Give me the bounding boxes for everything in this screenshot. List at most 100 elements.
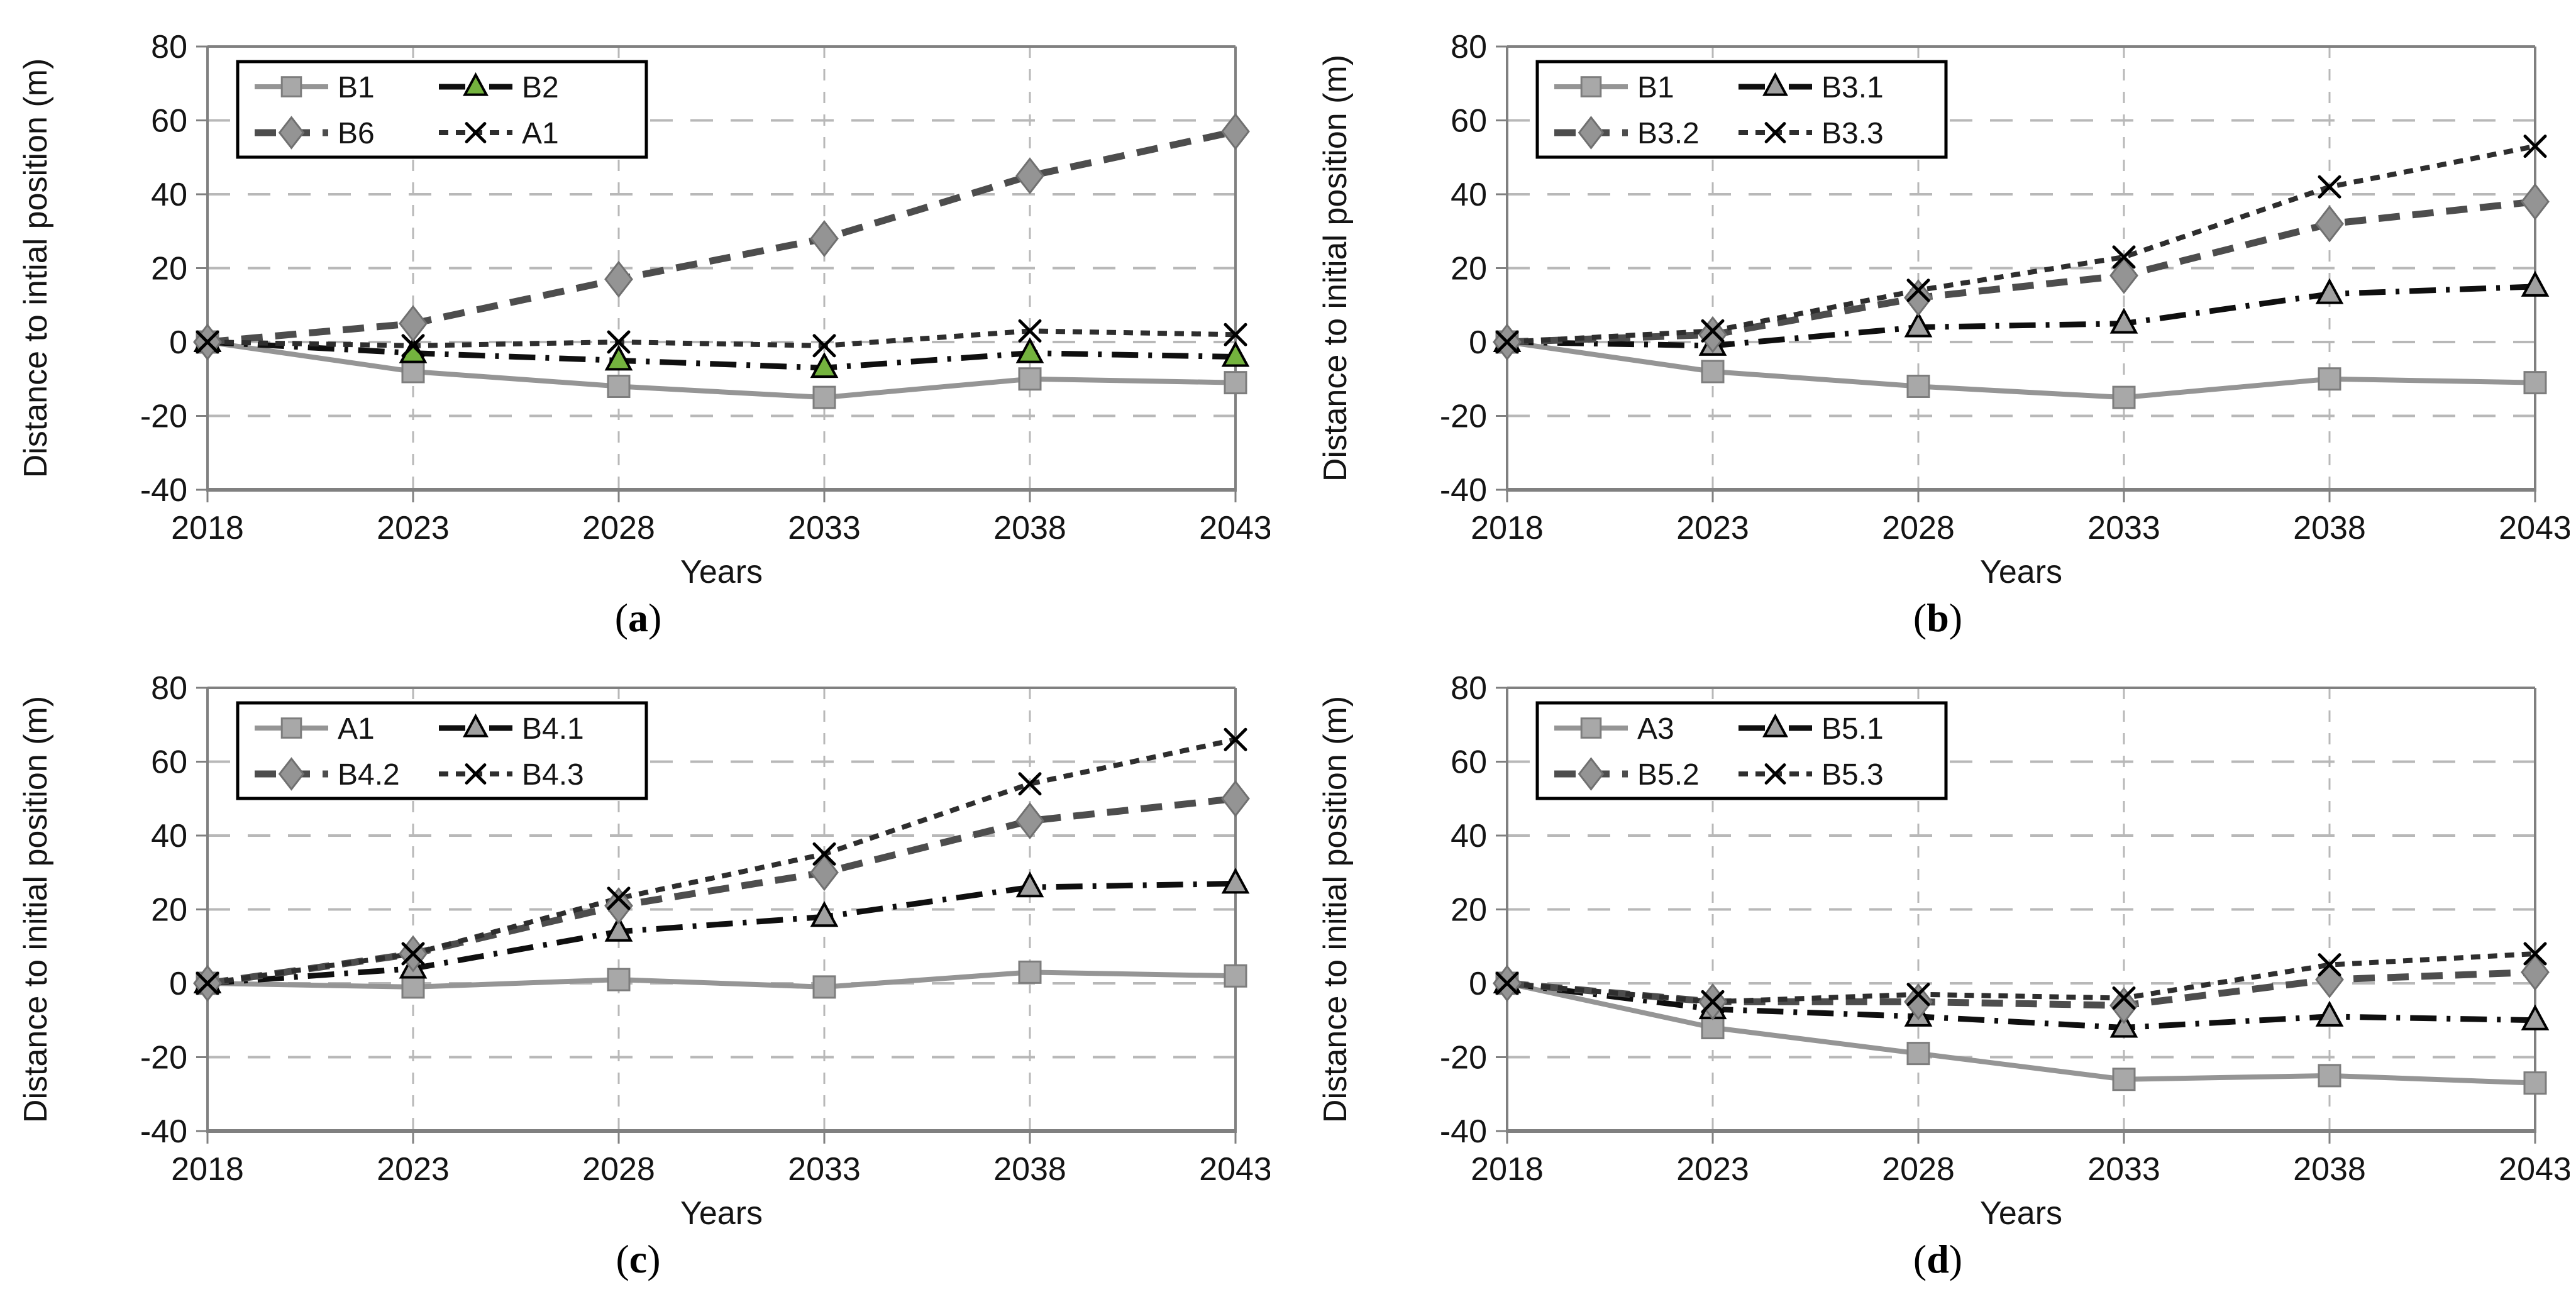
svg-text:-40: -40	[1440, 472, 1487, 509]
svg-text:2018: 2018	[1471, 510, 1544, 546]
caption-open: (	[614, 595, 628, 640]
svg-text:2038: 2038	[993, 1151, 1066, 1188]
svg-text:2018: 2018	[1471, 1151, 1544, 1188]
svg-text:0: 0	[169, 324, 187, 361]
line-chart-c: -40 -20 0 20 40 60 80 2018 2023 2028 2033 2038 2043 Y…	[18, 670, 1270, 1232]
svg-text:2028: 2028	[582, 510, 655, 546]
svg-text:-20: -20	[140, 399, 187, 435]
svg-text:2043: 2043	[2499, 510, 2570, 546]
svg-text:2028: 2028	[582, 1151, 655, 1188]
line-chart-a: -40 -20 0 20 40 60 80 2018 2023 2028 2033 2038 2043 Y…	[18, 29, 1270, 590]
caption-open: (	[1913, 1237, 1927, 1282]
caption-close: )	[648, 595, 662, 640]
svg-text:2043: 2043	[1199, 1151, 1270, 1188]
caption-close: )	[1949, 1237, 1963, 1282]
svg-text:2028: 2028	[1882, 510, 1955, 546]
svg-text:Years: Years	[680, 554, 763, 590]
svg-text:80: 80	[1451, 670, 1487, 707]
svg-text:Distance to intial position (m: Distance to intial position (m)	[18, 58, 54, 478]
svg-text:40: 40	[1451, 818, 1487, 854]
svg-text:20: 20	[1451, 892, 1487, 929]
svg-text:2043: 2043	[1199, 510, 1270, 546]
svg-text:A3: A3	[1637, 712, 1674, 746]
svg-text:2018: 2018	[171, 1151, 244, 1188]
svg-text:20: 20	[1451, 251, 1487, 287]
svg-text:2033: 2033	[2087, 510, 2160, 546]
caption-close: )	[647, 1237, 661, 1282]
svg-text:B2: B2	[522, 71, 559, 104]
caption-a: (a)	[6, 597, 1270, 639]
svg-text:Distance to initial position (: Distance to initial position (m)	[1317, 696, 1354, 1123]
svg-text:B4.2: B4.2	[338, 758, 400, 792]
svg-text:A1: A1	[338, 712, 375, 746]
caption-letter-b: b	[1926, 595, 1949, 640]
svg-text:-40: -40	[1440, 1113, 1487, 1150]
svg-text:A1: A1	[522, 117, 559, 150]
svg-text:60: 60	[151, 744, 187, 781]
svg-text:2033: 2033	[788, 1151, 861, 1188]
svg-text:B1: B1	[338, 71, 375, 104]
svg-text:0: 0	[1469, 966, 1487, 1002]
svg-text:B6: B6	[338, 117, 375, 150]
panel-grid: -40 -20 0 20 40 60 80 2018 2023 2028 2033 2038 2043 Y…	[6, 9, 2576, 1280]
svg-text:2023: 2023	[1676, 1151, 1749, 1188]
svg-text:B1: B1	[1637, 71, 1674, 104]
svg-text:Years: Years	[1980, 554, 2062, 590]
svg-text:2043: 2043	[2499, 1151, 2570, 1188]
svg-text:80: 80	[151, 670, 187, 707]
caption-c: (c)	[6, 1238, 1270, 1280]
svg-text:80: 80	[1451, 29, 1487, 65]
svg-text:60: 60	[1451, 103, 1487, 140]
svg-text:B5.3: B5.3	[1821, 758, 1884, 792]
caption-b: (b)	[1306, 597, 2570, 639]
svg-text:0: 0	[169, 966, 187, 1002]
svg-text:2018: 2018	[171, 510, 244, 546]
svg-text:2023: 2023	[377, 510, 450, 546]
svg-text:-40: -40	[140, 1113, 187, 1150]
panel-d: -40 -20 0 20 40 60 80 2018 2023 2028 2033 2038 2043 Y…	[1306, 650, 2570, 1280]
svg-text:-20: -20	[1440, 399, 1487, 435]
svg-text:2033: 2033	[2087, 1151, 2160, 1188]
svg-text:80: 80	[151, 29, 187, 65]
svg-text:40: 40	[1451, 177, 1487, 213]
svg-text:2038: 2038	[2293, 1151, 2366, 1188]
panel-c: -40 -20 0 20 40 60 80 2018 2023 2028 2033 2038 2043 Y…	[6, 650, 1270, 1280]
caption-open: (	[1913, 595, 1927, 640]
svg-text:60: 60	[151, 103, 187, 140]
svg-text:-40: -40	[140, 472, 187, 509]
caption-letter-c: c	[629, 1237, 648, 1282]
svg-text:B4.3: B4.3	[522, 758, 584, 792]
svg-text:40: 40	[151, 177, 187, 213]
svg-text:2033: 2033	[788, 510, 861, 546]
svg-text:2028: 2028	[1882, 1151, 1955, 1188]
svg-text:B4.1: B4.1	[522, 712, 584, 746]
svg-text:40: 40	[151, 818, 187, 854]
svg-text:B3.1: B3.1	[1821, 71, 1884, 104]
svg-text:2023: 2023	[377, 1151, 450, 1188]
svg-text:2023: 2023	[1676, 510, 1749, 546]
svg-text:20: 20	[151, 251, 187, 287]
caption-close: )	[1949, 595, 1963, 640]
panel-b: -40 -20 0 20 40 60 80 2018 2023 2028 2033 2038 2043 Y…	[1306, 9, 2570, 639]
svg-text:20: 20	[151, 892, 187, 929]
svg-text:B5.1: B5.1	[1821, 712, 1884, 746]
panel-a: -40 -20 0 20 40 60 80 2018 2023 2028 2033 2038 2043 Y…	[6, 9, 1270, 639]
line-chart-d: -40 -20 0 20 40 60 80 2018 2023 2028 2033 2038 2043 Y…	[1317, 670, 2570, 1232]
svg-text:Distance to initial position (: Distance to initial position (m)	[1317, 55, 1354, 482]
line-chart-b: -40 -20 0 20 40 60 80 2018 2023 2028 2033 2038 2043 Y…	[1317, 29, 2570, 590]
caption-open: (	[616, 1237, 629, 1282]
svg-text:0: 0	[1469, 324, 1487, 361]
caption-d: (d)	[1306, 1238, 2570, 1280]
svg-text:Years: Years	[1980, 1195, 2062, 1232]
svg-text:2038: 2038	[993, 510, 1066, 546]
svg-text:-20: -20	[140, 1040, 187, 1076]
caption-letter-a: a	[628, 595, 648, 640]
svg-text:Distance to initial position (: Distance to initial position (m)	[18, 696, 54, 1123]
svg-text:60: 60	[1451, 744, 1487, 781]
svg-text:B3.3: B3.3	[1821, 117, 1884, 150]
caption-letter-d: d	[1926, 1237, 1949, 1282]
svg-text:2038: 2038	[2293, 510, 2366, 546]
svg-text:Years: Years	[680, 1195, 763, 1232]
svg-text:-20: -20	[1440, 1040, 1487, 1076]
